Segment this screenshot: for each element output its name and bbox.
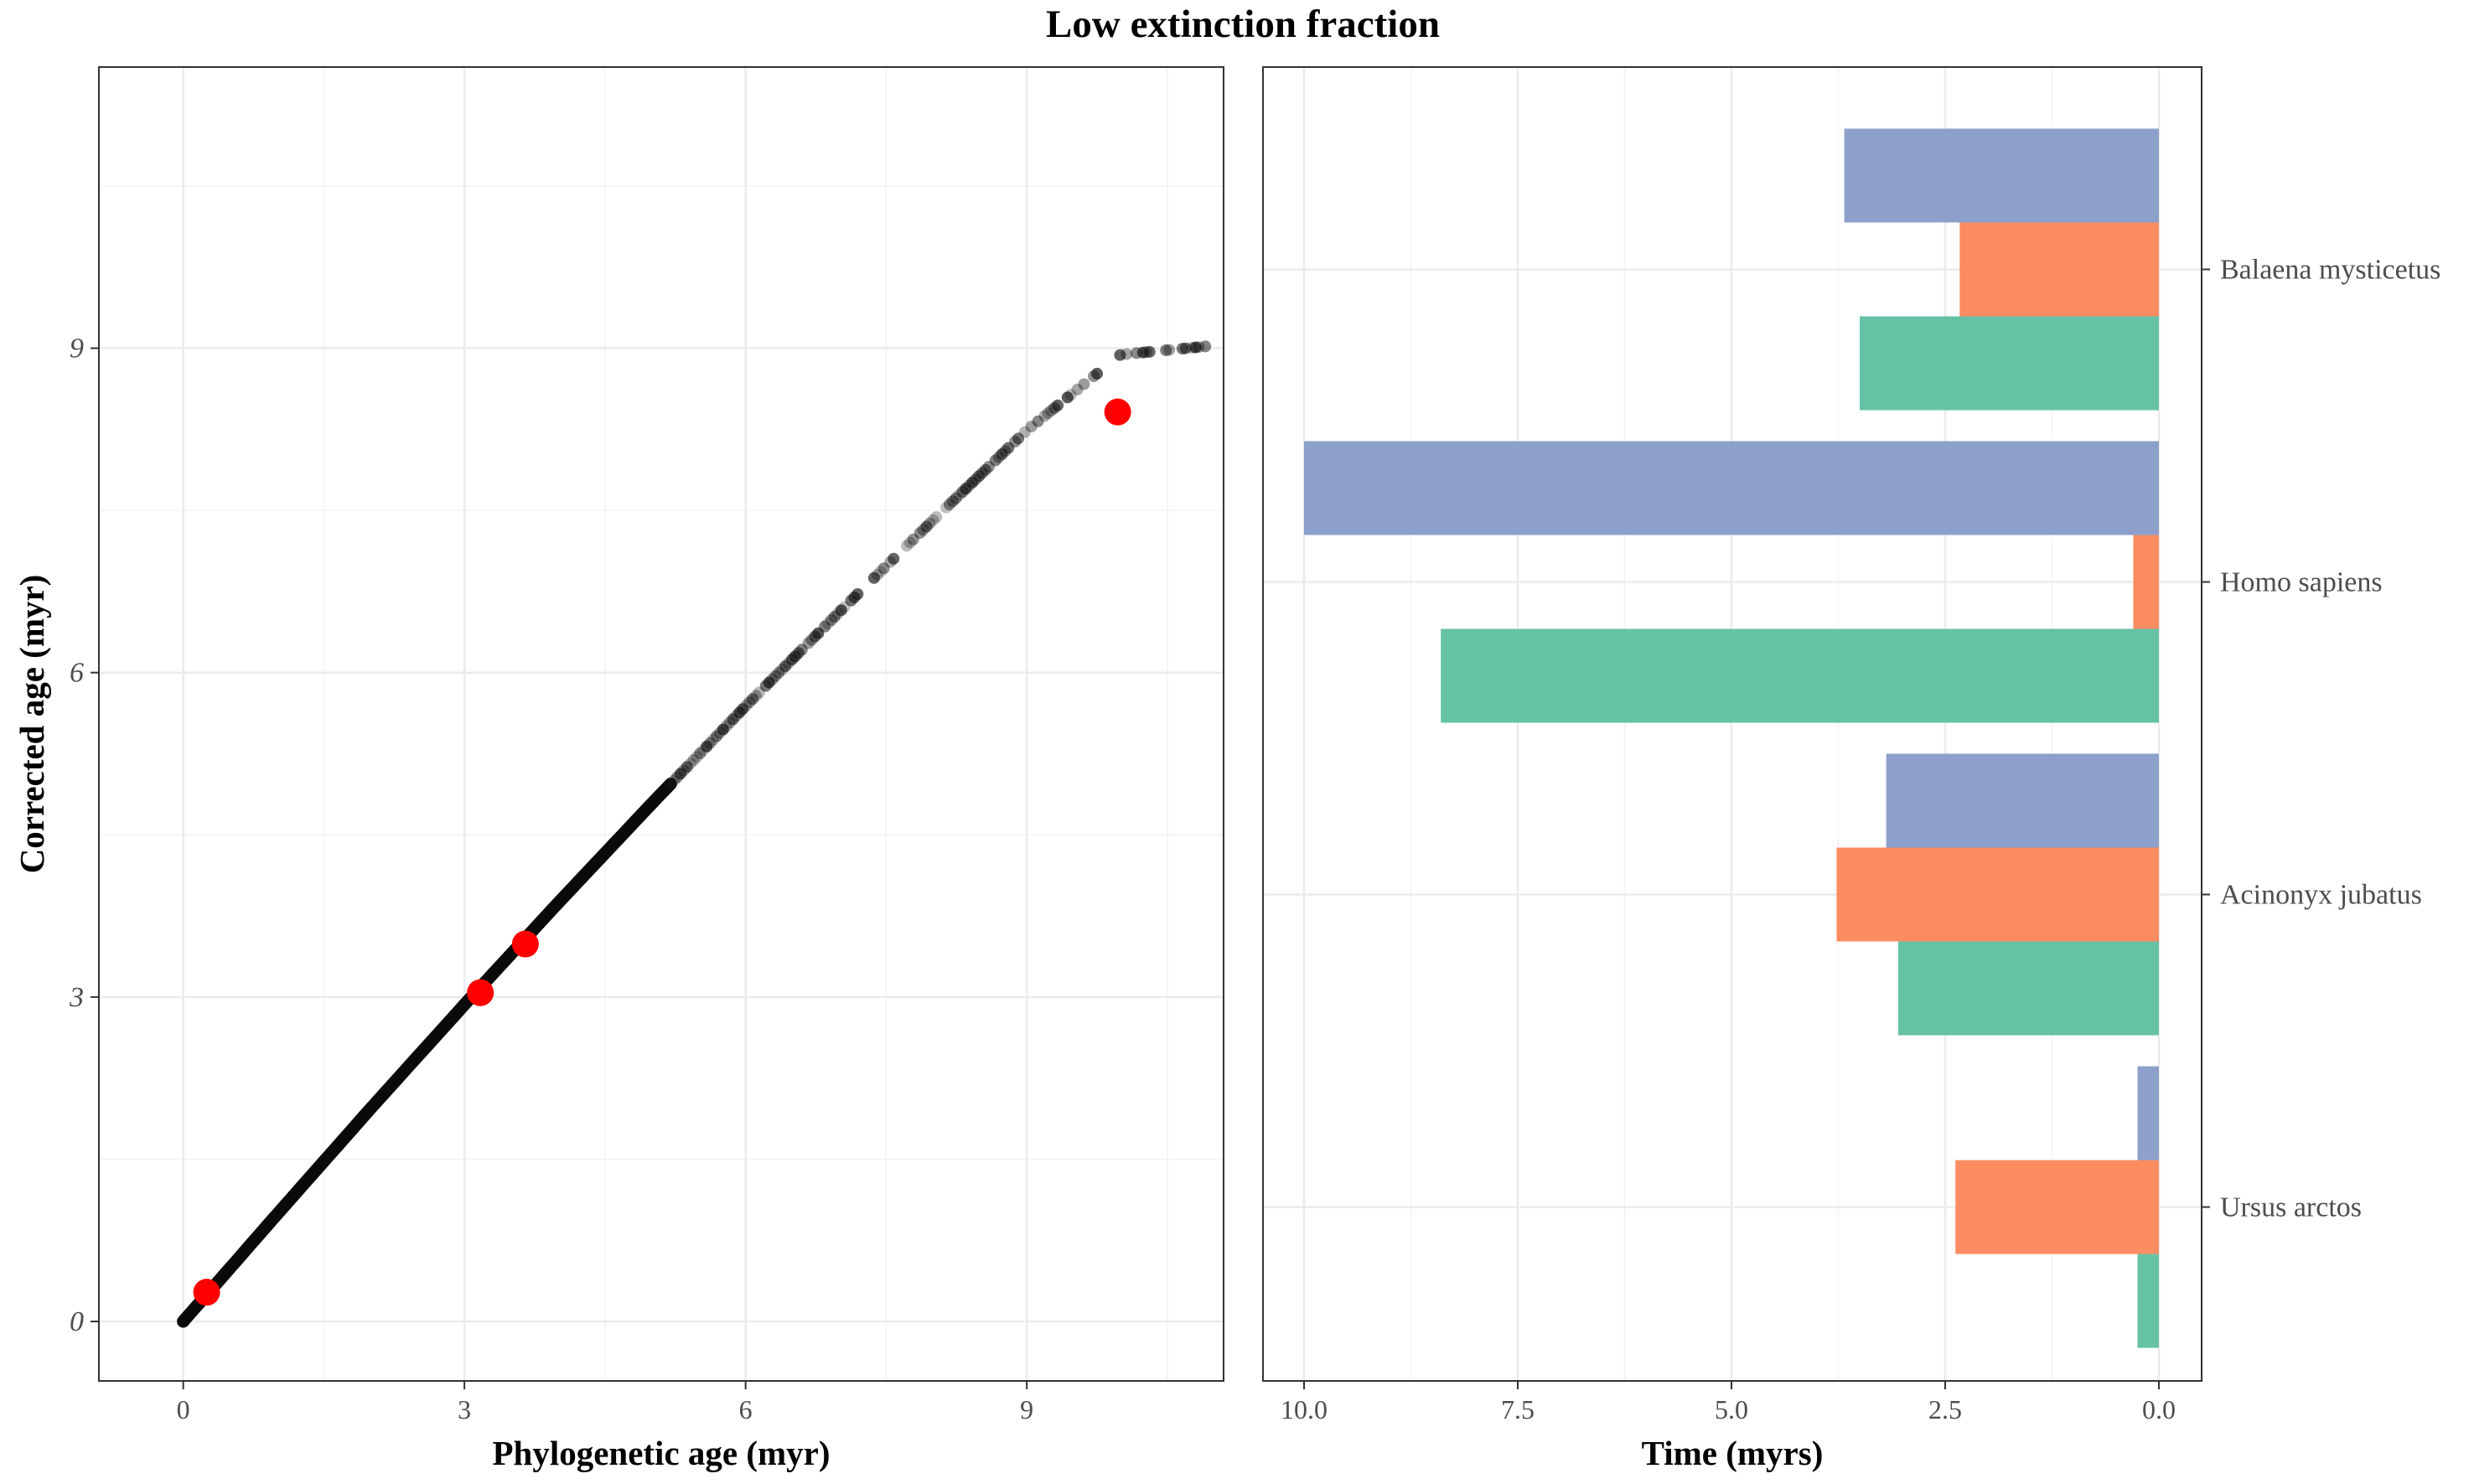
scatter-point bbox=[920, 520, 933, 533]
bar-x-tick-label: 7.5 bbox=[1501, 1394, 1535, 1425]
scatter-point bbox=[901, 540, 913, 552]
bar bbox=[1860, 316, 2159, 411]
scatter-point bbox=[747, 693, 758, 706]
scatter-point bbox=[871, 569, 883, 581]
scatter-highlight-point bbox=[511, 930, 539, 958]
bar-category-label: Acinonyx jubatus bbox=[2220, 880, 2422, 911]
scatter-point bbox=[1002, 442, 1015, 454]
scatter-point bbox=[907, 533, 919, 546]
scatter-y-tick-label: 0 bbox=[70, 1306, 84, 1337]
bar-x-tick-label: 10.0 bbox=[1281, 1394, 1328, 1425]
scatter-panel-background bbox=[99, 67, 1224, 1381]
scatter-point bbox=[1032, 415, 1044, 427]
scatter-point bbox=[769, 670, 782, 682]
bar bbox=[2133, 535, 2159, 629]
bar bbox=[1959, 222, 2159, 317]
scatter-point bbox=[1091, 367, 1103, 380]
scatter-point bbox=[927, 514, 939, 526]
bar-category-label: Balaena mysticetus bbox=[2220, 255, 2440, 286]
scatter-point bbox=[1189, 341, 1202, 354]
bar-series bbox=[1304, 128, 2159, 1348]
scatter-panel: 0 3 6 9 0 3 6 9 Phylogenetic age (myr) Correcte… bbox=[13, 66, 1224, 1472]
scatter-point bbox=[874, 566, 887, 578]
scatter-x-tick-label: 6 bbox=[739, 1394, 753, 1425]
figure-title: Low extinction fraction bbox=[1046, 3, 1440, 46]
bar bbox=[1836, 847, 2159, 942]
scatter-highlight-point bbox=[1104, 398, 1131, 426]
scatter-point bbox=[1061, 391, 1074, 404]
scatter-point bbox=[681, 761, 693, 773]
scatter-x-tick-label: 0 bbox=[177, 1394, 190, 1425]
scatter-point bbox=[1199, 340, 1212, 353]
scatter-curve-dense bbox=[177, 778, 677, 1328]
scatter-point bbox=[1143, 345, 1156, 358]
scatter-point bbox=[701, 740, 713, 752]
scatter-point bbox=[835, 604, 847, 617]
scatter-point bbox=[1114, 349, 1126, 361]
scatter-axis-ticks: 0 3 6 9 0 3 6 9 bbox=[69, 334, 1033, 1425]
scatter-y-tick-label: 6 bbox=[70, 658, 84, 689]
scatter-point bbox=[1078, 378, 1090, 390]
scatter-point bbox=[851, 588, 864, 600]
scatter-point bbox=[1018, 426, 1031, 438]
bar bbox=[1441, 628, 2159, 723]
bar-x-tick-label: 2.5 bbox=[1928, 1394, 1962, 1425]
scatter-point bbox=[1064, 389, 1077, 401]
bar-x-tick-label: 0.0 bbox=[2142, 1394, 2176, 1425]
scatter-point bbox=[924, 517, 936, 530]
bar bbox=[1897, 941, 2159, 1036]
scatter-y-tick-label: 9 bbox=[70, 334, 84, 365]
bar-x-axis-title: Time (myrs) bbox=[1642, 1434, 1824, 1472]
scatter-point bbox=[717, 723, 729, 736]
scatter-point bbox=[750, 690, 762, 702]
scatter-highlight-point bbox=[467, 979, 494, 1006]
bar-category-label: Homo sapiens bbox=[2220, 567, 2383, 598]
scatter-point bbox=[763, 676, 775, 689]
scatter-y-tick-label: 3 bbox=[69, 982, 84, 1013]
scatter-point bbox=[766, 673, 779, 685]
scatter-x-tick-label: 3 bbox=[458, 1394, 471, 1425]
bar bbox=[1304, 441, 2159, 535]
scatter-point bbox=[867, 571, 880, 584]
scatter-point bbox=[1163, 344, 1176, 356]
scatter-point bbox=[979, 463, 991, 476]
scatter-point bbox=[888, 552, 900, 565]
scatter-curve bbox=[177, 340, 1212, 1328]
scatter-y-axis-title: Corrected age (myr) bbox=[13, 575, 51, 874]
bar bbox=[2137, 1066, 2159, 1161]
bar-panel: 10.0 7.5 5.0 2.5 0.0 Ursus arctos Acinonyx jub… bbox=[1262, 66, 2440, 1472]
scatter-point bbox=[684, 758, 696, 770]
scatter-point bbox=[1121, 348, 1133, 360]
scatter-panel-border bbox=[98, 66, 1224, 1382]
scatter-point bbox=[1071, 383, 1084, 396]
bar-x-tick-label: 5.0 bbox=[1715, 1394, 1748, 1425]
scatter-point bbox=[903, 536, 916, 549]
scatter-point bbox=[687, 754, 700, 767]
scatter-point bbox=[1038, 410, 1051, 422]
scatter-point bbox=[795, 644, 808, 656]
bar bbox=[2137, 1254, 2159, 1348]
bar bbox=[1844, 128, 2159, 223]
scatter-x-axis-title: Phylogenetic age (myr) bbox=[492, 1434, 830, 1472]
scatter-point bbox=[1052, 399, 1064, 411]
scatter-point bbox=[737, 703, 749, 716]
scatter-point bbox=[819, 620, 831, 633]
bar bbox=[1886, 753, 2159, 848]
scatter-highlight-point bbox=[193, 1279, 220, 1306]
bar bbox=[1955, 1160, 2159, 1254]
bar-axis-ticks: 10.0 7.5 5.0 2.5 0.0 Ursus arctos Acinonyx jub… bbox=[1281, 255, 2440, 1425]
scatter-point bbox=[691, 751, 703, 763]
bar-category-label: Ursus arctos bbox=[2220, 1192, 2362, 1223]
scatter-point bbox=[877, 562, 890, 575]
scatter-grid bbox=[99, 67, 1224, 1381]
scatter-highlight-points bbox=[193, 398, 1131, 1306]
scatter-point bbox=[1160, 344, 1172, 356]
scatter-x-tick-label: 9 bbox=[1020, 1394, 1033, 1425]
scatter-point bbox=[1179, 342, 1192, 354]
scatter-point bbox=[1012, 432, 1025, 445]
scatter-point bbox=[930, 511, 943, 523]
